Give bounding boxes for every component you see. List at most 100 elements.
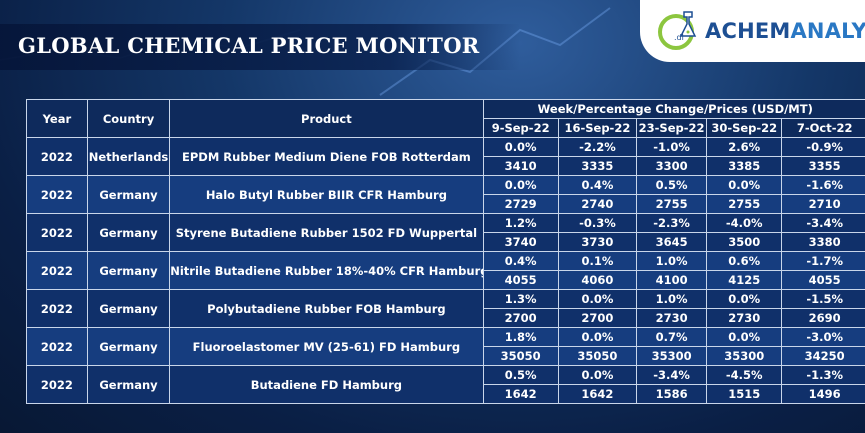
change-cell: -3.4% — [636, 365, 708, 385]
change-cell: -0.3% — [557, 213, 638, 233]
change-cell: 0.0% — [482, 137, 559, 157]
header-year: Year — [26, 99, 88, 138]
table-row: 3410 3335 3300 3385 3355 — [27, 156, 865, 176]
table-row: 3740 3730 3645 3500 3380 — [27, 232, 865, 252]
flask-logo-icon: .dl — [658, 11, 697, 50]
table-row: 4055 4060 4100 4125 4055 — [27, 270, 865, 290]
price-cell: 3410 — [482, 156, 559, 176]
change-cell: 1.8% — [482, 327, 559, 347]
price-cell: 3645 — [636, 232, 708, 252]
table-row: 2022 Netherlands EPDM Rubber Medium Diene … — [26, 137, 865, 176]
change-cell: -2.2% — [557, 137, 638, 157]
change-cell: -1.6% — [781, 175, 865, 195]
product-cell: EPDM Rubber Medium Diene FOB Rotterdam — [169, 137, 484, 176]
change-cell: -1.3% — [781, 365, 865, 385]
product-cell: Nitrile Butadiene Rubber 18%-40% CFR Ham… — [169, 251, 484, 290]
change-cell: -2.3% — [636, 213, 708, 233]
year-cell: 2022 — [26, 137, 88, 176]
table-row: 2022 Germany Fluoroelastomer MV (25-61) FD… — [26, 327, 865, 366]
price-cell: 3355 — [781, 156, 865, 176]
change-cell: 1.3% — [482, 289, 559, 309]
price-cell: 34250 — [781, 346, 865, 366]
logo-chem: CHEM — [721, 19, 791, 43]
header-product: Product — [169, 99, 484, 138]
table-row: 1642 1642 1586 1515 1496 — [27, 384, 865, 404]
table-row: 2700 2700 2730 2730 2690 — [27, 308, 865, 328]
change-cell: 0.4% — [557, 175, 638, 195]
price-cell: 4060 — [557, 270, 638, 290]
price-cell: 2700 — [557, 308, 638, 328]
product-cell: Fluoroelastomer MV (25-61) FD Hamburg — [169, 327, 484, 366]
date-header: 9-Sep-22 — [482, 118, 559, 138]
year-cell: 2022 — [26, 175, 88, 214]
price-cell: 3335 — [557, 156, 638, 176]
price-cell: 35050 — [557, 346, 638, 366]
price-cell: 1515 — [706, 384, 783, 404]
header-week-group: Week/Percentage Change/Prices (USD/MT) — [482, 99, 865, 119]
date-header: 23-Sep-22 — [636, 118, 708, 138]
table-row: 2022 Germany Polybutadiene Rubber FOB Hamb… — [26, 289, 865, 328]
table-row: 2729 2740 2755 2755 2710 — [27, 194, 865, 214]
year-cell: 2022 — [26, 289, 88, 328]
change-cell: 1.2% — [482, 213, 559, 233]
change-cell: -4.0% — [706, 213, 783, 233]
change-cell: 0.7% — [636, 327, 708, 347]
change-cell: -3.0% — [781, 327, 865, 347]
year-cell: 2022 — [26, 365, 88, 404]
country-cell: Germany — [86, 327, 171, 366]
price-cell: 35050 — [482, 346, 559, 366]
page-title: GLOBAL CHEMICAL PRICE MONITOR — [18, 33, 480, 58]
change-cell: -4.5% — [706, 365, 783, 385]
price-cell: 3730 — [557, 232, 638, 252]
country-cell: Germany — [86, 251, 171, 290]
brand-logo: ACHEMANALYST — [705, 19, 865, 43]
logo-panel — [640, 0, 865, 62]
change-cell: -1.0% — [636, 137, 708, 157]
change-cell: 0.0% — [706, 175, 783, 195]
product-cell: Styrene Butadiene Rubber 1502 FD Wuppert… — [169, 213, 484, 252]
price-cell: 2730 — [636, 308, 708, 328]
product-cell: Polybutadiene Rubber FOB Hamburg — [169, 289, 484, 328]
country-cell: Germany — [86, 175, 171, 214]
price-cell: 2710 — [781, 194, 865, 214]
price-cell: 4055 — [482, 270, 559, 290]
year-cell: 2022 — [26, 213, 88, 252]
header-country: Country — [86, 99, 171, 138]
change-cell: 0.0% — [706, 289, 783, 309]
price-cell: 3300 — [636, 156, 708, 176]
product-cell: Butadiene FD Hamburg — [169, 365, 484, 404]
price-cell: 2740 — [557, 194, 638, 214]
price-cell: 1642 — [557, 384, 638, 404]
price-cell: 2729 — [482, 194, 559, 214]
price-cell: 2690 — [781, 308, 865, 328]
table-row: 2022 Germany Nitrile Butadiene Rubber 18%-… — [26, 251, 865, 290]
country-cell: Germany — [86, 289, 171, 328]
title-band — [0, 24, 520, 70]
price-cell: 4125 — [706, 270, 783, 290]
price-cell: 1586 — [636, 384, 708, 404]
date-header: 7-Oct-22 — [781, 118, 865, 138]
price-cell: 2730 — [706, 308, 783, 328]
change-cell: 0.5% — [636, 175, 708, 195]
price-cell: 3740 — [482, 232, 559, 252]
price-table: Year Country Product Week/Percentage Cha… — [26, 99, 865, 404]
price-cell: 35300 — [636, 346, 708, 366]
date-header: 30-Sep-22 — [706, 118, 783, 138]
year-cell: 2022 — [26, 251, 88, 290]
date-header: 16-Sep-22 — [557, 118, 638, 138]
price-cell: 2700 — [482, 308, 559, 328]
product-cell: Halo Butyl Rubber BIIR CFR Hamburg — [169, 175, 484, 214]
price-cell: 3500 — [706, 232, 783, 252]
change-cell: 0.1% — [557, 251, 638, 271]
table-row: 2022 Germany Butadiene FD Hamburg 0.5% 0.0% -… — [26, 365, 865, 404]
change-cell: -1.5% — [781, 289, 865, 309]
price-cell: 1496 — [781, 384, 865, 404]
change-cell: 0.6% — [706, 251, 783, 271]
change-cell: -3.4% — [781, 213, 865, 233]
price-cell: 4055 — [781, 270, 865, 290]
change-cell: 0.0% — [557, 365, 638, 385]
country-cell: Netherlands — [86, 137, 171, 176]
logo-analyst: ANALYST — [790, 19, 865, 43]
change-cell: 0.5% — [482, 365, 559, 385]
price-cell: 1642 — [482, 384, 559, 404]
